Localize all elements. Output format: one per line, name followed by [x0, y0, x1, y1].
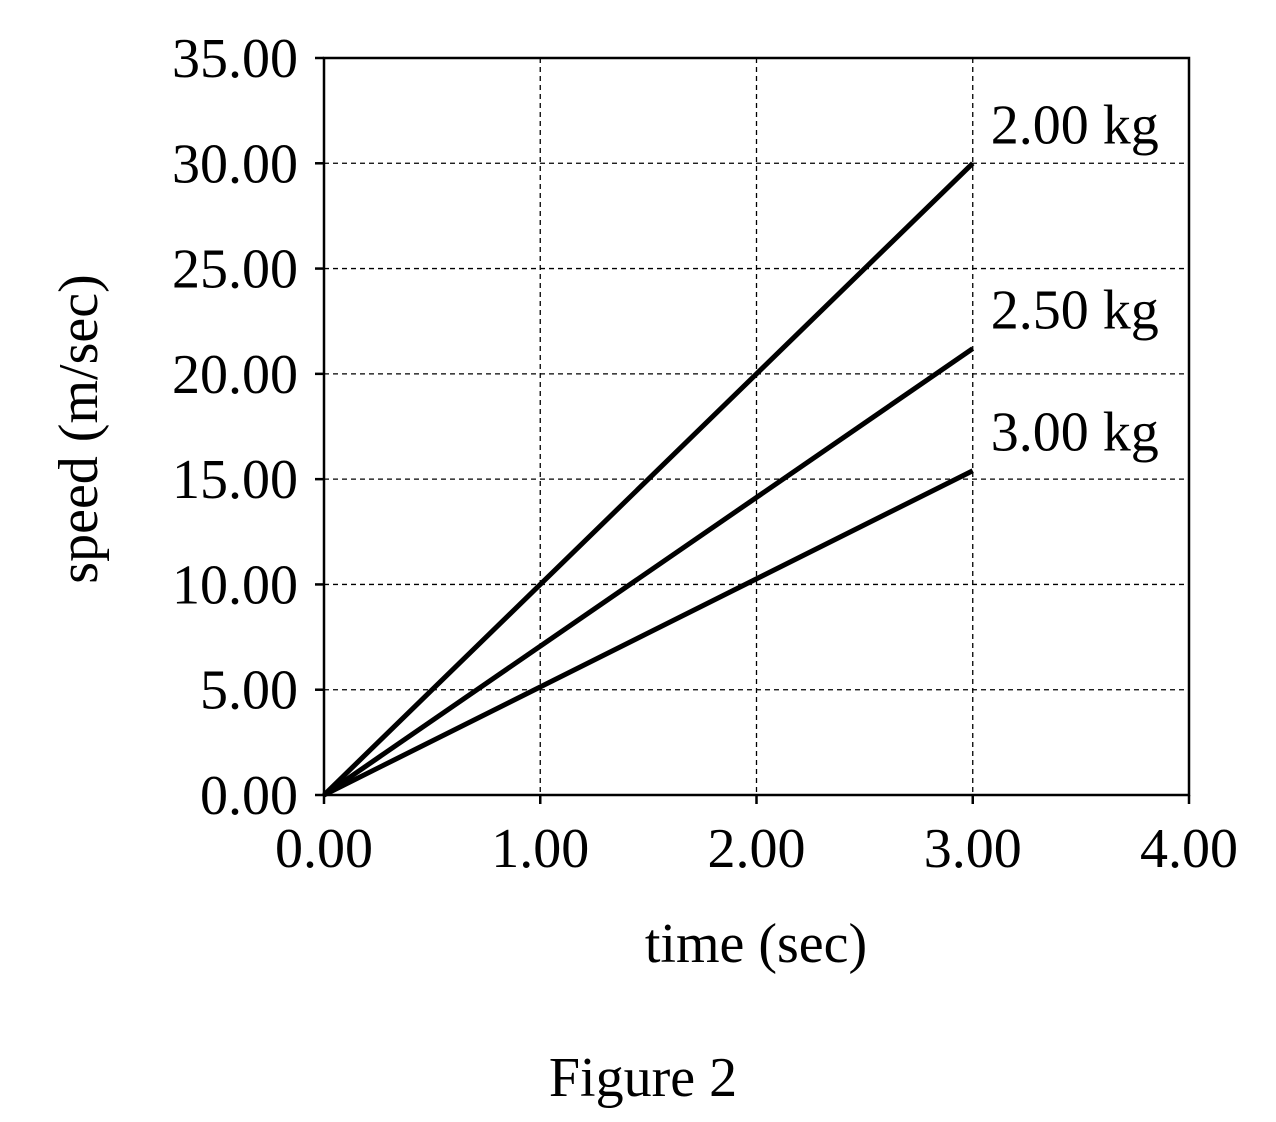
series-line — [322, 346, 975, 798]
axis-ticks: 0.00 1.00 2.00 3.00 4.00 0.00 5.00 10.00 15.00 20… — [172, 28, 1238, 880]
x-tick-label: 4.00 — [1140, 818, 1238, 880]
series-labels: 2.00 kg 2.50 kg 3.00 kg — [991, 94, 1159, 463]
y-tick-label: 20.00 — [172, 344, 298, 406]
x-tick-label: 1.00 — [491, 818, 589, 880]
y-tick-label: 35.00 — [172, 28, 298, 90]
y-tick-label: 5.00 — [200, 660, 298, 722]
y-tick-label: 25.00 — [172, 239, 298, 301]
y-tick-label: 30.00 — [172, 133, 298, 195]
series-label: 2.00 kg — [991, 94, 1159, 156]
y-tick-label: 10.00 — [172, 554, 298, 616]
y-tick-label: 0.00 — [200, 765, 298, 827]
x-axis-title: time (sec) — [645, 913, 867, 975]
x-tick-label: 0.00 — [275, 818, 373, 880]
y-axis-title: speed (m/sec) — [48, 274, 110, 583]
series-label: 3.00 kg — [991, 402, 1159, 464]
series-line — [322, 468, 974, 798]
series-lines — [322, 161, 975, 798]
x-tick-label: 3.00 — [924, 818, 1022, 880]
y-tick-label: 15.00 — [172, 449, 298, 511]
series-line — [322, 161, 975, 797]
series-label: 2.50 kg — [991, 280, 1159, 342]
x-tick-label: 2.00 — [708, 818, 806, 880]
figure-caption: Figure 2 — [549, 1047, 737, 1109]
